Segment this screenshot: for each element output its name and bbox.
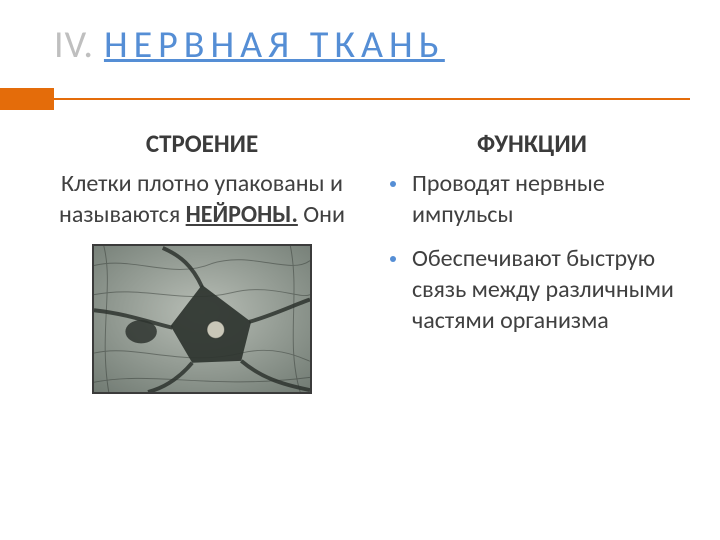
neuron-micrograph-svg (94, 246, 310, 392)
title-text: НЕРВНАЯ ТКАНЬ (104, 22, 445, 68)
title-numeral: IV. (54, 22, 94, 68)
accent-bar (0, 88, 54, 110)
functions-list: Проводят нервные импульсы Обеспечивают б… (384, 169, 680, 337)
neuron-micrograph (92, 244, 312, 394)
list-item-text: Проводят нервные импульсы (412, 169, 605, 229)
accent-line (54, 98, 690, 100)
structure-body-post: Они (298, 200, 345, 229)
slide: IV. НЕРВНАЯ ТКАНЬ СТРОЕНИЕ Клетки плотно… (0, 0, 720, 540)
functions-heading: ФУНКЦИИ (384, 128, 680, 159)
list-item: Обеспечивают быструю связь между различн… (384, 244, 680, 336)
structure-body: Клетки плотно упакованы и называются НЕЙ… (54, 169, 350, 230)
structure-heading: СТРОЕНИЕ (54, 128, 350, 159)
column-functions: ФУНКЦИИ Проводят нервные импульсы Обеспе… (374, 128, 680, 520)
content-columns: СТРОЕНИЕ Клетки плотно упакованы и назыв… (54, 128, 680, 520)
list-item: Проводят нервные импульсы (384, 169, 680, 230)
column-structure: СТРОЕНИЕ Клетки плотно упакованы и назыв… (54, 128, 374, 520)
structure-body-emphasis: НЕЙРОНЫ. (186, 200, 298, 229)
slide-title: IV. НЕРВНАЯ ТКАНЬ (54, 22, 690, 68)
list-item-text: Обеспечивают быструю связь между различн… (412, 244, 674, 334)
